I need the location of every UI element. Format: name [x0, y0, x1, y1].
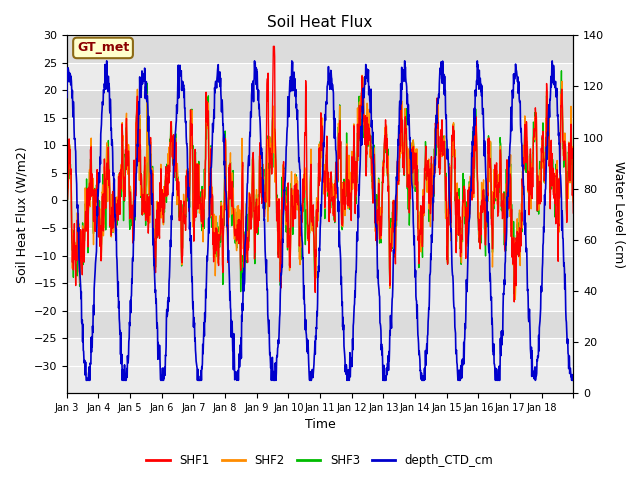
SHF3 — [297, 257, 305, 263]
SHF1 — [511, 299, 518, 305]
Y-axis label: Water Level (cm): Water Level (cm) — [612, 161, 625, 268]
Bar — [67, 283, 573, 311]
X-axis label: Time: Time — [305, 419, 335, 432]
SHF3 — [557, 68, 565, 74]
SHF2 — [307, 184, 314, 190]
Bar — [67, 90, 573, 118]
Bar — [67, 255, 573, 283]
depth_CTD_cm — [143, 97, 150, 103]
Bar — [67, 338, 573, 366]
SHF3 — [142, 185, 150, 191]
Bar — [67, 63, 573, 90]
SHF2 — [440, 138, 447, 144]
depth_CTD_cm — [570, 377, 577, 383]
SHF1 — [63, 211, 70, 216]
Bar — [67, 228, 573, 255]
Text: GT_met: GT_met — [77, 41, 129, 54]
SHF3 — [63, 192, 70, 198]
depth_CTD_cm — [103, 58, 111, 64]
SHF3 — [307, 178, 314, 183]
SHF3 — [439, 133, 447, 139]
Y-axis label: Soil Heat Flux (W/m2): Soil Heat Flux (W/m2) — [15, 146, 28, 283]
SHF1 — [269, 44, 277, 49]
Legend: SHF1, SHF2, SHF3, depth_CTD_cm: SHF1, SHF2, SHF3, depth_CTD_cm — [142, 449, 498, 472]
Line: depth_CTD_cm: depth_CTD_cm — [67, 61, 573, 380]
SHF1 — [440, 144, 447, 150]
Line: SHF2: SHF2 — [67, 75, 573, 300]
depth_CTD_cm — [63, 95, 70, 100]
SHF2 — [564, 184, 572, 190]
SHF3 — [564, 169, 572, 175]
SHF2 — [511, 297, 519, 302]
SHF2 — [514, 226, 522, 231]
Bar — [67, 36, 573, 63]
SHF1 — [297, 213, 305, 218]
SHF3 — [514, 244, 522, 250]
depth_CTD_cm — [307, 377, 315, 383]
SHF2 — [570, 200, 577, 205]
SHF1 — [564, 185, 572, 191]
SHF3 — [570, 198, 577, 204]
SHF2 — [63, 181, 70, 187]
SHF2 — [142, 175, 150, 180]
SHF1 — [570, 210, 577, 216]
depth_CTD_cm — [298, 219, 305, 225]
SHF1 — [307, 175, 314, 181]
SHF1 — [142, 207, 150, 213]
SHF2 — [358, 72, 366, 78]
SHF3 — [511, 291, 518, 297]
Bar — [67, 173, 573, 201]
SHF1 — [514, 230, 522, 236]
Line: SHF3: SHF3 — [67, 71, 573, 294]
Line: SHF1: SHF1 — [67, 47, 573, 302]
Bar — [67, 311, 573, 338]
Bar — [67, 118, 573, 145]
Bar — [67, 201, 573, 228]
Bar — [67, 145, 573, 173]
Title: Soil Heat Flux: Soil Heat Flux — [268, 15, 372, 30]
depth_CTD_cm — [83, 377, 90, 383]
depth_CTD_cm — [514, 74, 522, 80]
SHF2 — [297, 245, 305, 251]
depth_CTD_cm — [440, 72, 447, 77]
depth_CTD_cm — [564, 341, 572, 347]
